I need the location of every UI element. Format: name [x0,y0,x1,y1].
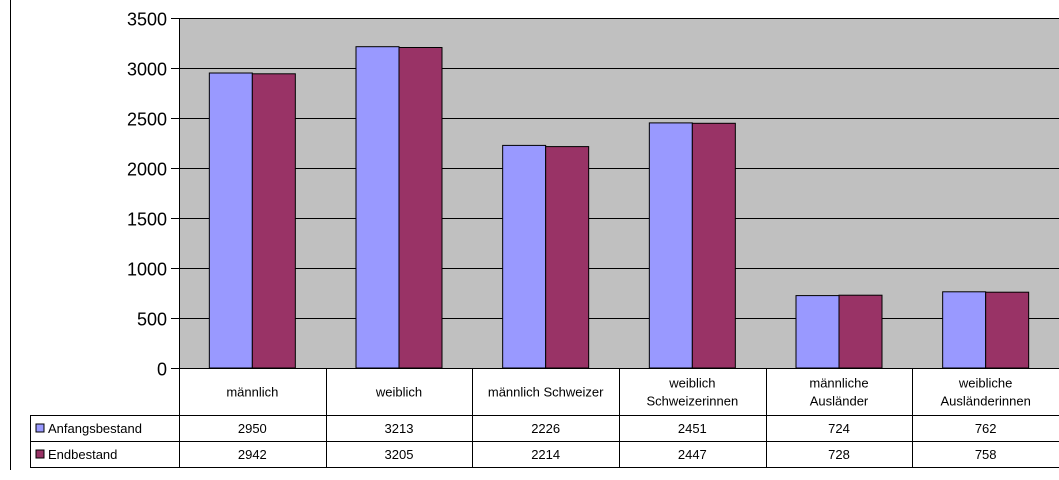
category-label: Schweizerinnen [646,394,738,409]
data-table: männlich weiblich männlich Schweizer weibli… [30,368,1059,468]
y-tick-label: 500 [137,310,167,330]
bar [795,295,840,369]
grid-lines [171,18,1059,369]
data-table-value: 3205 [385,447,414,462]
y-tick-label: 0 [157,360,167,380]
y-tick-label: 2500 [127,110,167,130]
category-label: weiblich [375,385,422,400]
bar [502,144,547,369]
y-axis: 0 500 1000 1500 2000 2500 3000 3500 [127,10,180,380]
y-tick-label: 3500 [127,10,167,30]
legend-label: Endbestand [48,447,117,462]
category-label: weibliche [958,376,1012,391]
category-label: männlich [226,385,278,400]
category-label: männlich Schweizer [488,385,604,400]
bar [942,291,987,369]
bars [208,46,1030,369]
bar [545,146,590,369]
bar [355,46,400,369]
y-tick-label: 3000 [127,60,167,80]
data-table-value: 2214 [531,447,560,462]
y-tick-label: 2000 [127,160,167,180]
legend-key [35,423,45,433]
data-table-value: 758 [975,447,997,462]
legend-key [35,449,45,459]
bar [398,47,443,369]
data-table-value: 724 [828,421,850,436]
bar [208,72,253,369]
category-label: Ausländer [810,394,869,409]
data-table-value: 2451 [678,421,707,436]
bar [251,73,296,369]
bar [838,294,883,369]
y-tick-label: 1500 [127,210,167,230]
legend-label: Anfangsbestand [48,421,142,436]
category-label: männliche [809,376,868,391]
data-table-value: 2942 [238,447,267,462]
data-table-value: 2950 [238,421,267,436]
category-label: weiblich [668,376,715,391]
y-tick-label: 1000 [127,260,167,280]
category-label: Ausländerinnen [940,394,1030,409]
bar [985,291,1030,369]
bar [648,122,693,369]
data-table-value: 762 [975,421,997,436]
data-table-value: 2447 [678,447,707,462]
data-table-value: 2226 [531,421,560,436]
bar [691,122,736,369]
data-table-value: 3213 [385,421,414,436]
plot-area-background [179,18,1059,368]
data-table-value: 728 [828,447,850,462]
